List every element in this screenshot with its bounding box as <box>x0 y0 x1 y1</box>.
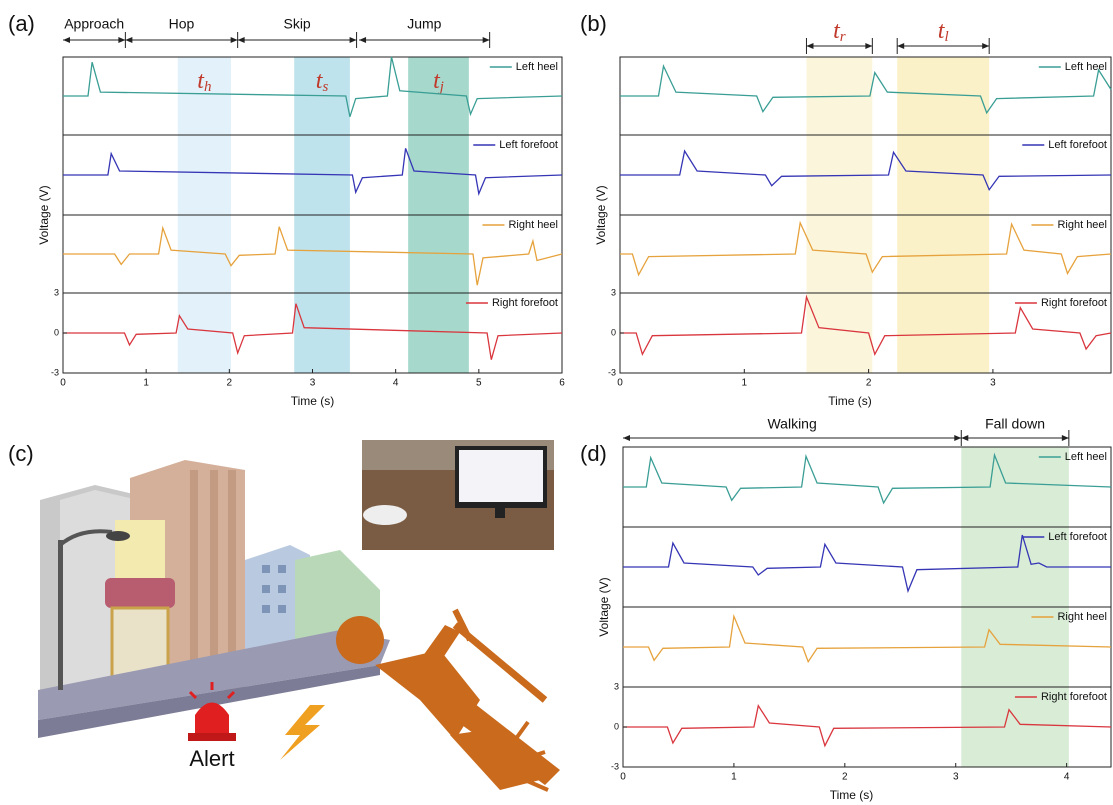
arrow-head <box>238 37 245 43</box>
awning <box>105 578 175 608</box>
phase-label: Walking <box>767 416 816 432</box>
monitor-screen <box>459 450 543 502</box>
region-label-sub: h <box>204 79 212 95</box>
x-tick-label: 2 <box>227 378 233 389</box>
x-tick-label: 3 <box>990 378 996 389</box>
x-axis-label: Time (s) <box>291 394 335 408</box>
panel-label: (d) <box>580 441 607 466</box>
arrow-head <box>897 43 904 49</box>
x-tick-label: 0 <box>60 378 66 389</box>
legend-label: Left forefoot <box>1048 139 1107 151</box>
legend-label: Left heel <box>1065 451 1107 463</box>
y-axis-label: Voltage (V) <box>594 185 608 244</box>
x-tick-label: 4 <box>393 378 399 389</box>
arrow-head <box>623 435 630 441</box>
y-tick-label: 0 <box>54 327 59 337</box>
legend-label: Right heel <box>508 219 558 231</box>
billboard <box>115 520 165 580</box>
x-axis-label: Time (s) <box>830 788 874 802</box>
arrow-head <box>982 43 989 49</box>
panel-label: (c) <box>8 441 34 466</box>
region-label: tr <box>833 18 846 46</box>
panel-label: (b) <box>580 11 607 36</box>
alert-base <box>188 733 236 741</box>
arrow-head <box>125 37 132 43</box>
lightning <box>280 705 325 760</box>
region-label-sub: r <box>840 29 846 45</box>
x-tick-label: 3 <box>953 772 959 783</box>
region-label: tl <box>938 18 949 46</box>
x-tick-label: 5 <box>476 378 482 389</box>
y-tick-label: 0 <box>614 721 619 731</box>
lamp-head <box>106 531 130 541</box>
y-tick-label: -3 <box>608 367 616 377</box>
phase-label: Fall down <box>985 416 1045 432</box>
arrow-head <box>350 37 357 43</box>
window <box>278 605 286 613</box>
legend-label: Left forefoot <box>1048 531 1107 543</box>
legend-label: Right forefoot <box>492 297 558 309</box>
x-tick-label: 2 <box>866 378 872 389</box>
window <box>262 565 270 573</box>
region-label-sub: l <box>944 29 948 45</box>
x-tick-label: 1 <box>731 772 737 783</box>
legend-label: Right heel <box>1057 219 1107 231</box>
window <box>278 565 286 573</box>
region-label-sub: s <box>322 79 328 95</box>
x-tick-label: 6 <box>559 378 565 389</box>
x-tick-label: 4 <box>1064 772 1070 783</box>
arrow-head <box>865 43 872 49</box>
window <box>278 585 286 593</box>
y-axis-label: Voltage (V) <box>37 185 51 244</box>
phase-label: Approach <box>64 16 124 32</box>
monitor-stand <box>495 508 505 518</box>
y-tick-label: -3 <box>611 761 619 771</box>
arrow-head <box>63 37 70 43</box>
arrow-head <box>359 37 366 43</box>
legend-label: Left heel <box>1065 61 1107 73</box>
x-tick-label: 2 <box>842 772 848 783</box>
x-axis-label: Time (s) <box>828 394 872 408</box>
arrow-head <box>1062 435 1069 441</box>
x-tick-label: 1 <box>143 378 149 389</box>
arrow-head <box>954 435 961 441</box>
arrow-head <box>118 37 125 43</box>
window <box>262 605 270 613</box>
alert-label: Alert <box>189 746 234 771</box>
phase-label: Hop <box>169 16 195 32</box>
legend-label: Left heel <box>516 61 558 73</box>
legend-label: Right forefoot <box>1041 691 1107 703</box>
shoe <box>363 505 407 525</box>
building-stripe <box>190 470 198 685</box>
x-tick-label: 0 <box>617 378 623 389</box>
y-tick-label: 3 <box>54 287 59 297</box>
arrow-head <box>806 43 813 49</box>
y-axis-label: Voltage (V) <box>597 577 611 636</box>
person-head <box>336 616 384 664</box>
building-stripe <box>210 470 218 685</box>
lamp-post <box>58 540 63 690</box>
legend-label: Left forefoot <box>499 139 558 151</box>
arrow-head <box>231 37 238 43</box>
illustration: (c) <box>8 440 560 790</box>
phase-label: Skip <box>283 16 310 32</box>
y-tick-label: 3 <box>611 287 616 297</box>
y-tick-label: -3 <box>51 367 59 377</box>
figure: (c) <box>0 0 1113 805</box>
legend-label: Right heel <box>1057 611 1107 623</box>
y-tick-label: 3 <box>614 681 619 691</box>
legend-label: Right forefoot <box>1041 297 1107 309</box>
panel-label: (a) <box>8 11 35 36</box>
x-tick-label: 0 <box>620 772 626 783</box>
y-tick-label: 0 <box>611 327 616 337</box>
phase-label: Jump <box>407 16 441 32</box>
x-tick-label: 3 <box>310 378 316 389</box>
arrow-head <box>961 435 968 441</box>
window <box>262 585 270 593</box>
x-tick-label: 1 <box>742 378 748 389</box>
arrow-head <box>483 37 490 43</box>
